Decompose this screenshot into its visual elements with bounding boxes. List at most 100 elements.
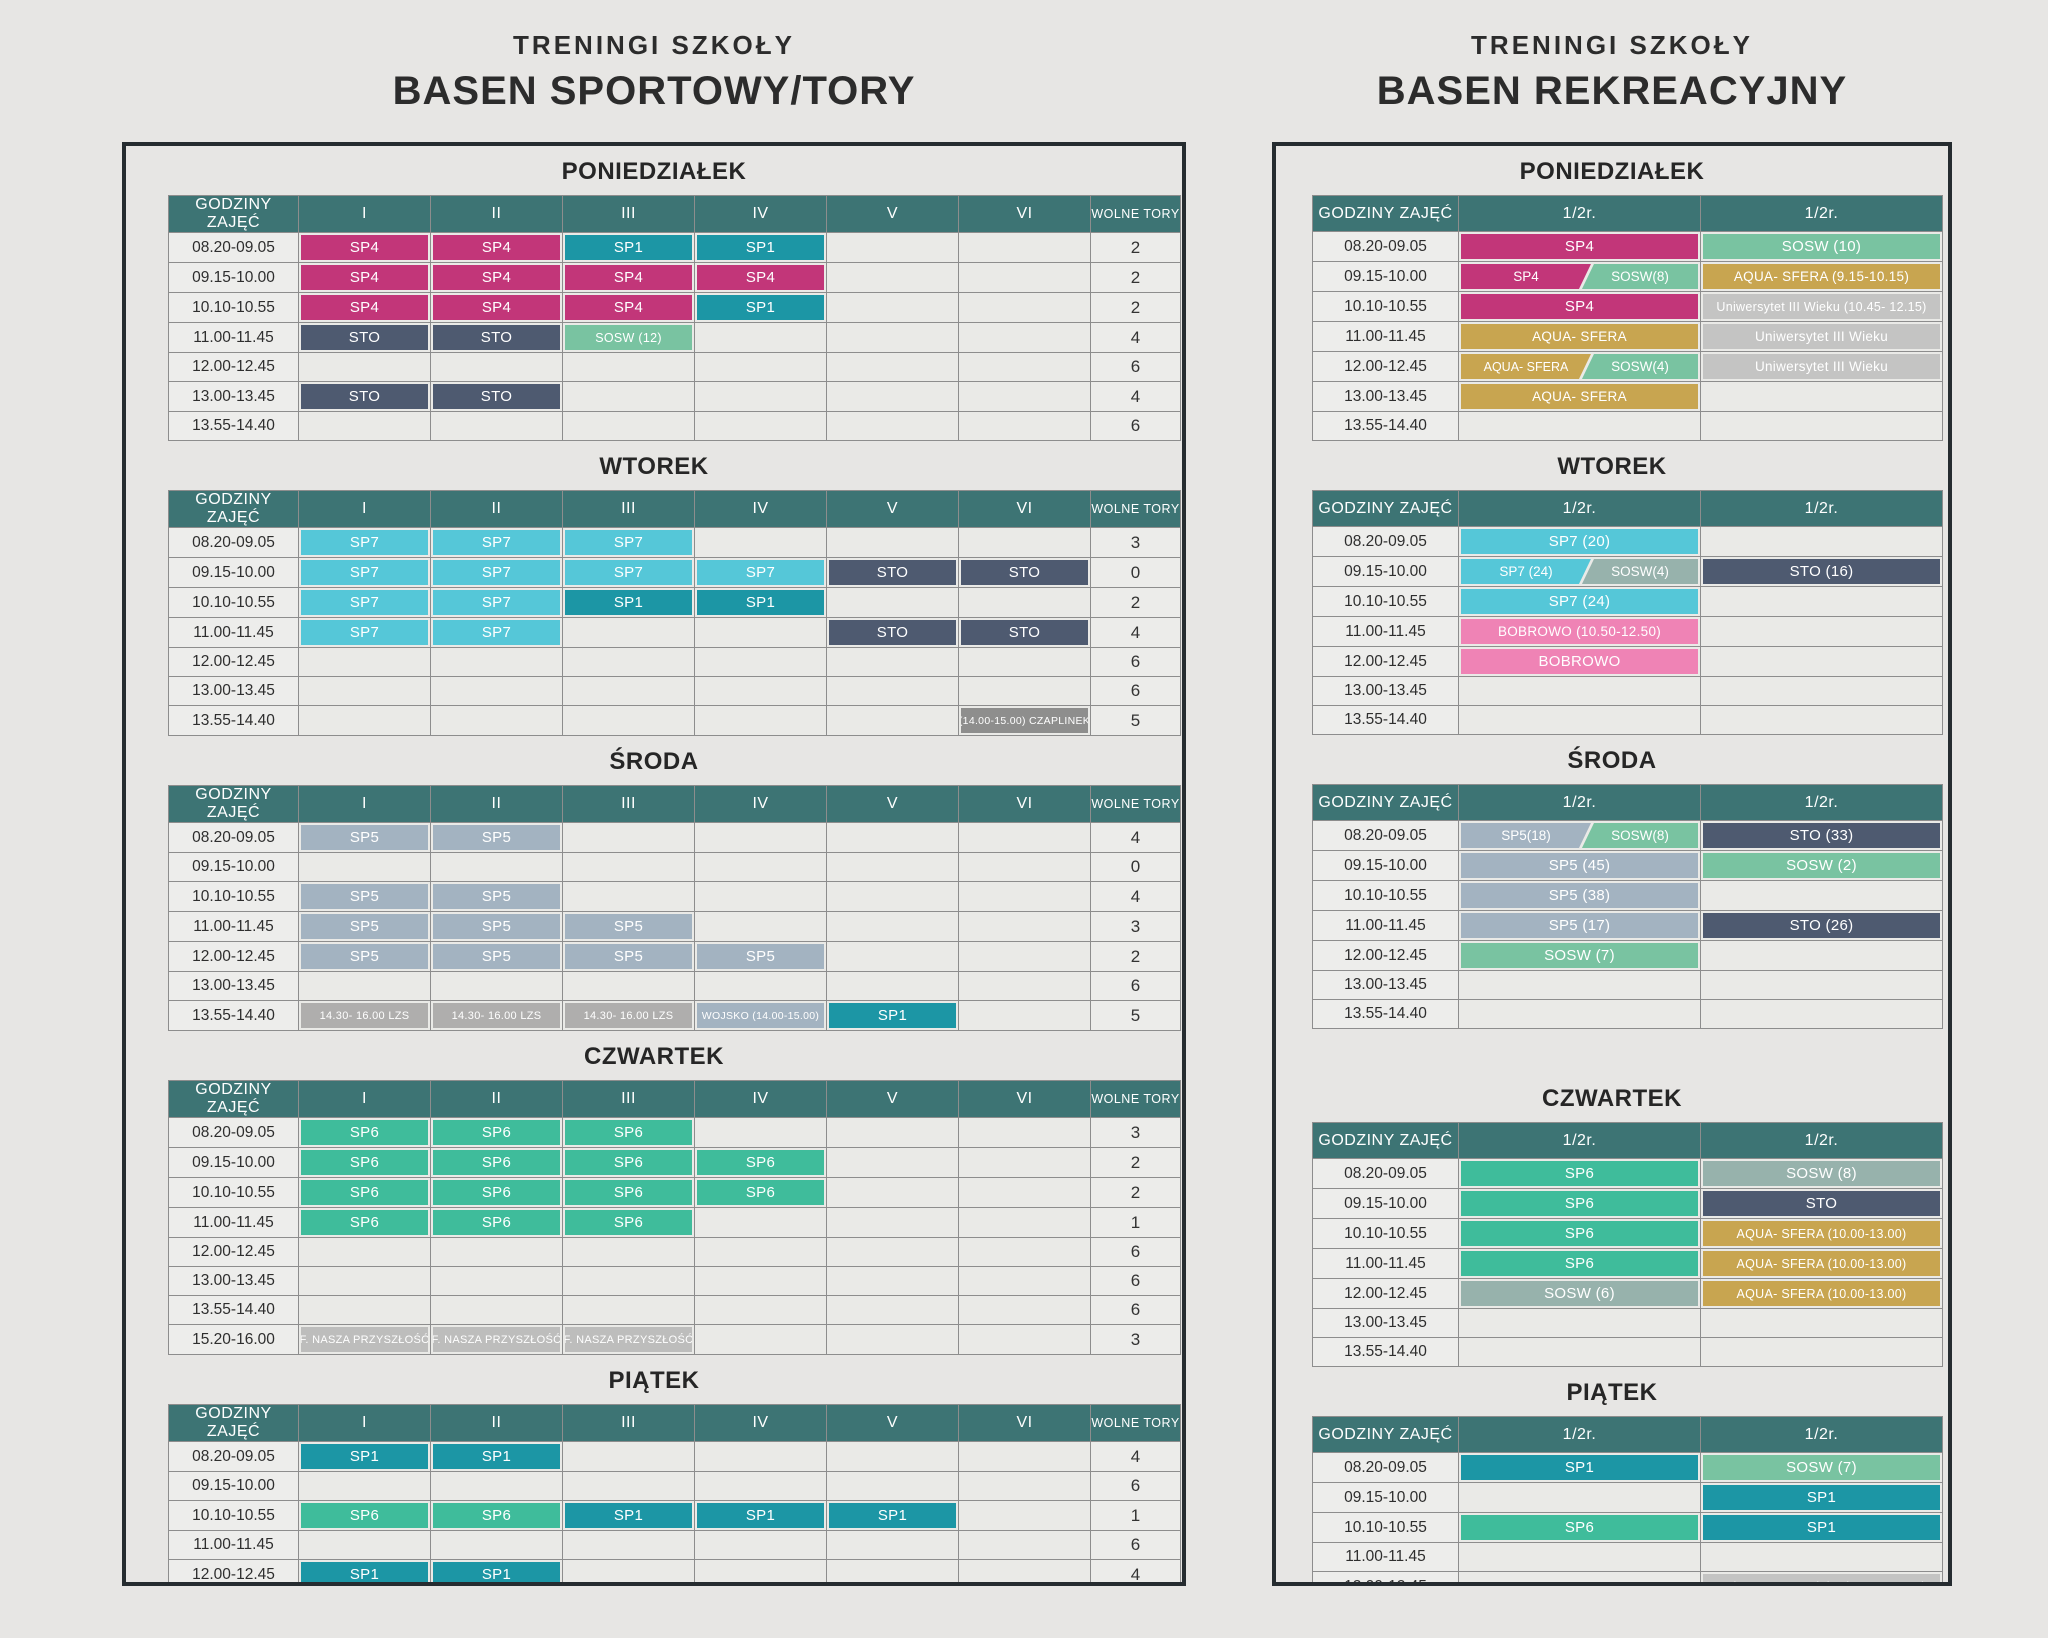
activity-cell: [958, 1207, 1091, 1238]
activity-cell: SP6: [430, 1177, 563, 1208]
activity-cell: [826, 292, 959, 323]
column-header: IV: [694, 785, 827, 823]
schedule-table: GODZINY ZAJĘĆ I II III IV V VI WOLNE TORY 08.20-…: [168, 1404, 1181, 1582]
panel-title: BASEN SPORTOWY/TORY: [392, 69, 916, 113]
column-header: V: [826, 195, 959, 233]
table-row: 11.00-11.45 SP5 (17) STO (26): [1312, 910, 1943, 941]
activity-block: STO: [301, 384, 428, 409]
table-row: 08.20-09.05 SP5(18) SOSW(8) STO (33): [1312, 820, 1943, 851]
free-lanes-cell: 2: [1090, 587, 1181, 618]
activity-cell: [826, 1295, 959, 1325]
activity-cell: [958, 232, 1091, 263]
activity-cell: SP4: [430, 292, 563, 323]
time-cell: 09.15-10.00: [168, 852, 299, 882]
activity-block: Uniwersytet III Wieku (11.45- 12.30): [1703, 1574, 1940, 1582]
schedule-table: GODZINY ZAJĘĆ 1/2r. 1/2r. 08.20-09.05 SP5(18…: [1312, 784, 1943, 1029]
free-lanes-cell: 6: [1090, 352, 1181, 382]
activity-cell: [826, 911, 959, 942]
activity-block: SP5: [565, 944, 692, 969]
activity-cell: [826, 352, 959, 382]
activity-cell: [958, 292, 1091, 323]
activity-cell: [826, 881, 959, 912]
activity-cell: SP6: [1458, 1158, 1701, 1189]
sport-pool-panel: PONIEDZIAŁEK GODZINY ZAJĘĆ I II III IV V VI WOLN…: [122, 142, 1186, 1586]
activity-cell: SP5: [430, 822, 563, 853]
time-cell: 13.00-13.45: [168, 381, 299, 412]
activity-block: SP6: [301, 1210, 428, 1235]
time-cell: 08.20-09.05: [168, 232, 299, 263]
activity-cell: [694, 1530, 827, 1560]
column-header: VI: [958, 785, 1091, 823]
day-section: PIĄTEK GODZINY ZAJĘĆ 1/2r. 1/2r. 08.20-09.05…: [1276, 1379, 1948, 1582]
time-cell: 10.10-10.55: [1312, 1512, 1459, 1543]
activity-cell: [826, 852, 959, 882]
table-row: 10.10-10.55 SP6 SP6 SP6 SP6 2: [168, 1177, 1181, 1208]
free-lanes-cell: 2: [1090, 941, 1181, 972]
activity-cell: [562, 617, 695, 648]
activity-cell: [694, 411, 827, 441]
time-cell: 08.20-09.05: [168, 527, 299, 558]
activity-cell: SP7: [430, 617, 563, 648]
activity-cell: [826, 1177, 959, 1208]
day-section: WTOREK GODZINY ZAJĘĆ 1/2r. 1/2r. 08.20-09.05…: [1276, 453, 1948, 735]
activity-cell: SP7: [298, 617, 431, 648]
time-cell: 08.20-09.05: [1312, 1452, 1459, 1483]
column-header: V: [826, 490, 959, 528]
activity-cell: [430, 1237, 563, 1267]
activity-block: SP4: [433, 235, 560, 260]
table-row: 09.15-10.00 SP7 SP7 SP7 SP7 STO STO 0: [168, 557, 1181, 588]
time-cell: 13.00-13.45: [1312, 1308, 1459, 1338]
activity-cell: [430, 352, 563, 382]
activity-cell: [1700, 999, 1943, 1029]
table-row: 12.00-12.45 SOSW (6) AQUA- SFERA (10.00-13…: [1312, 1278, 1943, 1309]
activity-block: SP7: [433, 590, 560, 615]
activity-cell: SP6: [562, 1177, 695, 1208]
table-row: 10.10-10.55 SP4 SP4 SP4 SP1 2: [168, 292, 1181, 323]
table-row: 08.20-09.05 SP7 SP7 SP7 3: [168, 527, 1181, 558]
activity-cell: STO: [298, 322, 431, 353]
activity-block: AQUA- SFERA: [1461, 324, 1698, 349]
activity-cell: [958, 911, 1091, 942]
column-header: IV: [694, 1080, 827, 1118]
time-cell: 13.55-14.40: [168, 1000, 299, 1031]
activity-cell: SP5(18) SOSW(8): [1458, 820, 1701, 851]
activity-cell: [958, 1559, 1091, 1582]
activity-cell: [562, 676, 695, 706]
column-header: 1/2r.: [1700, 1416, 1943, 1453]
activity-cell: SP7: [430, 557, 563, 588]
column-header: II: [430, 490, 563, 528]
table-row: 13.00-13.45 STO STO 4: [168, 381, 1181, 412]
activity-cell: [1700, 646, 1943, 677]
table-row: 11.00-11.45: [1312, 1542, 1943, 1572]
activity-cell: SP6: [562, 1117, 695, 1148]
activity-block: STO: [433, 325, 560, 350]
time-cell: 13.00-13.45: [1312, 381, 1459, 412]
table-row: 10.10-10.55 SP7 SP7 SP1 SP1 2: [168, 587, 1181, 618]
activity-cell: SP4: [298, 292, 431, 323]
activity-block: SP1: [697, 590, 824, 615]
activity-cell: [826, 587, 959, 618]
activity-block: SOSW (6): [1461, 1281, 1698, 1306]
activity-cell: STO: [826, 557, 959, 588]
time-cell: 09.15-10.00: [1312, 261, 1459, 292]
activity-block: SP6: [433, 1503, 560, 1528]
time-cell: 11.00-11.45: [1312, 1248, 1459, 1279]
column-header: GODZINY ZAJĘĆ: [168, 1404, 299, 1442]
activity-block: SP5: [433, 944, 560, 969]
table-row: 10.10-10.55 SP4 Uniwersytet III Wieku (10.…: [1312, 291, 1943, 322]
activity-cell: SP6: [694, 1147, 827, 1178]
table-row: 08.20-09.05 SP1 SOSW (7): [1312, 1452, 1943, 1483]
activity-cell: [694, 1117, 827, 1148]
activity-block: SP4: [301, 265, 428, 290]
time-cell: 13.00-13.45: [1312, 676, 1459, 706]
activity-cell: SP6: [1458, 1512, 1701, 1543]
time-cell: 12.00-12.45: [168, 352, 299, 382]
activity-block: SP5: [697, 944, 824, 969]
activity-cell: SP1: [298, 1559, 431, 1582]
day-title: PIĄTEK: [1566, 1379, 1658, 1406]
activity-cell: [958, 971, 1091, 1001]
time-cell: 10.10-10.55: [168, 881, 299, 912]
column-header: V: [826, 785, 959, 823]
time-cell: 11.00-11.45: [1312, 616, 1459, 647]
activity-cell: [562, 1441, 695, 1472]
